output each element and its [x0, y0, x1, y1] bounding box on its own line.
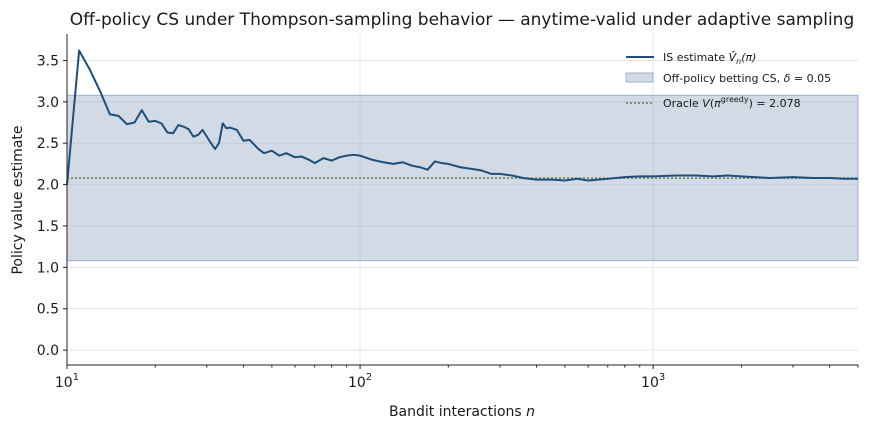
x-tick-label: 102: [348, 372, 372, 391]
y-tick-label: 3.0: [37, 95, 59, 111]
y-axis-label: Policy value estimate: [10, 125, 26, 274]
legend-label-band: Off-policy betting CS, δ = 0.05: [663, 72, 831, 85]
chart-title: Off-policy CS under Thompson-sampling be…: [70, 10, 855, 30]
y-tick-label: 2.0: [37, 178, 59, 194]
x-axis-label: Bandit interactions n: [389, 404, 535, 420]
legend: IS estimate V̂n(π) Off-policy betting CS…: [625, 51, 831, 110]
x-tick-label: 101: [55, 372, 79, 391]
y-tick-label: 1.0: [37, 260, 59, 276]
legend-swatch-band: [625, 72, 654, 83]
axes: 0.0 0.5 1.0 1.5 2.0 2.5 3.0 3.5 101 102 103: [37, 34, 859, 391]
y-tick-label: 1.5: [37, 219, 59, 235]
y-tick-label: 0.5: [37, 302, 59, 318]
is-estimate-line: [66, 49, 858, 185]
legend-label-oracle: Oracle V(πgreedy) = 2.078: [663, 95, 801, 110]
y-tick-label: 0.0: [37, 343, 59, 359]
gridlines: [66, 34, 858, 365]
y-tick-label: 3.5: [37, 53, 59, 69]
x-tick-label: 103: [641, 372, 665, 391]
y-tick-label: 2.5: [37, 136, 59, 152]
confidence-band: [66, 94, 859, 262]
legend-label-estimate: IS estimate V̂n(π): [663, 51, 756, 66]
